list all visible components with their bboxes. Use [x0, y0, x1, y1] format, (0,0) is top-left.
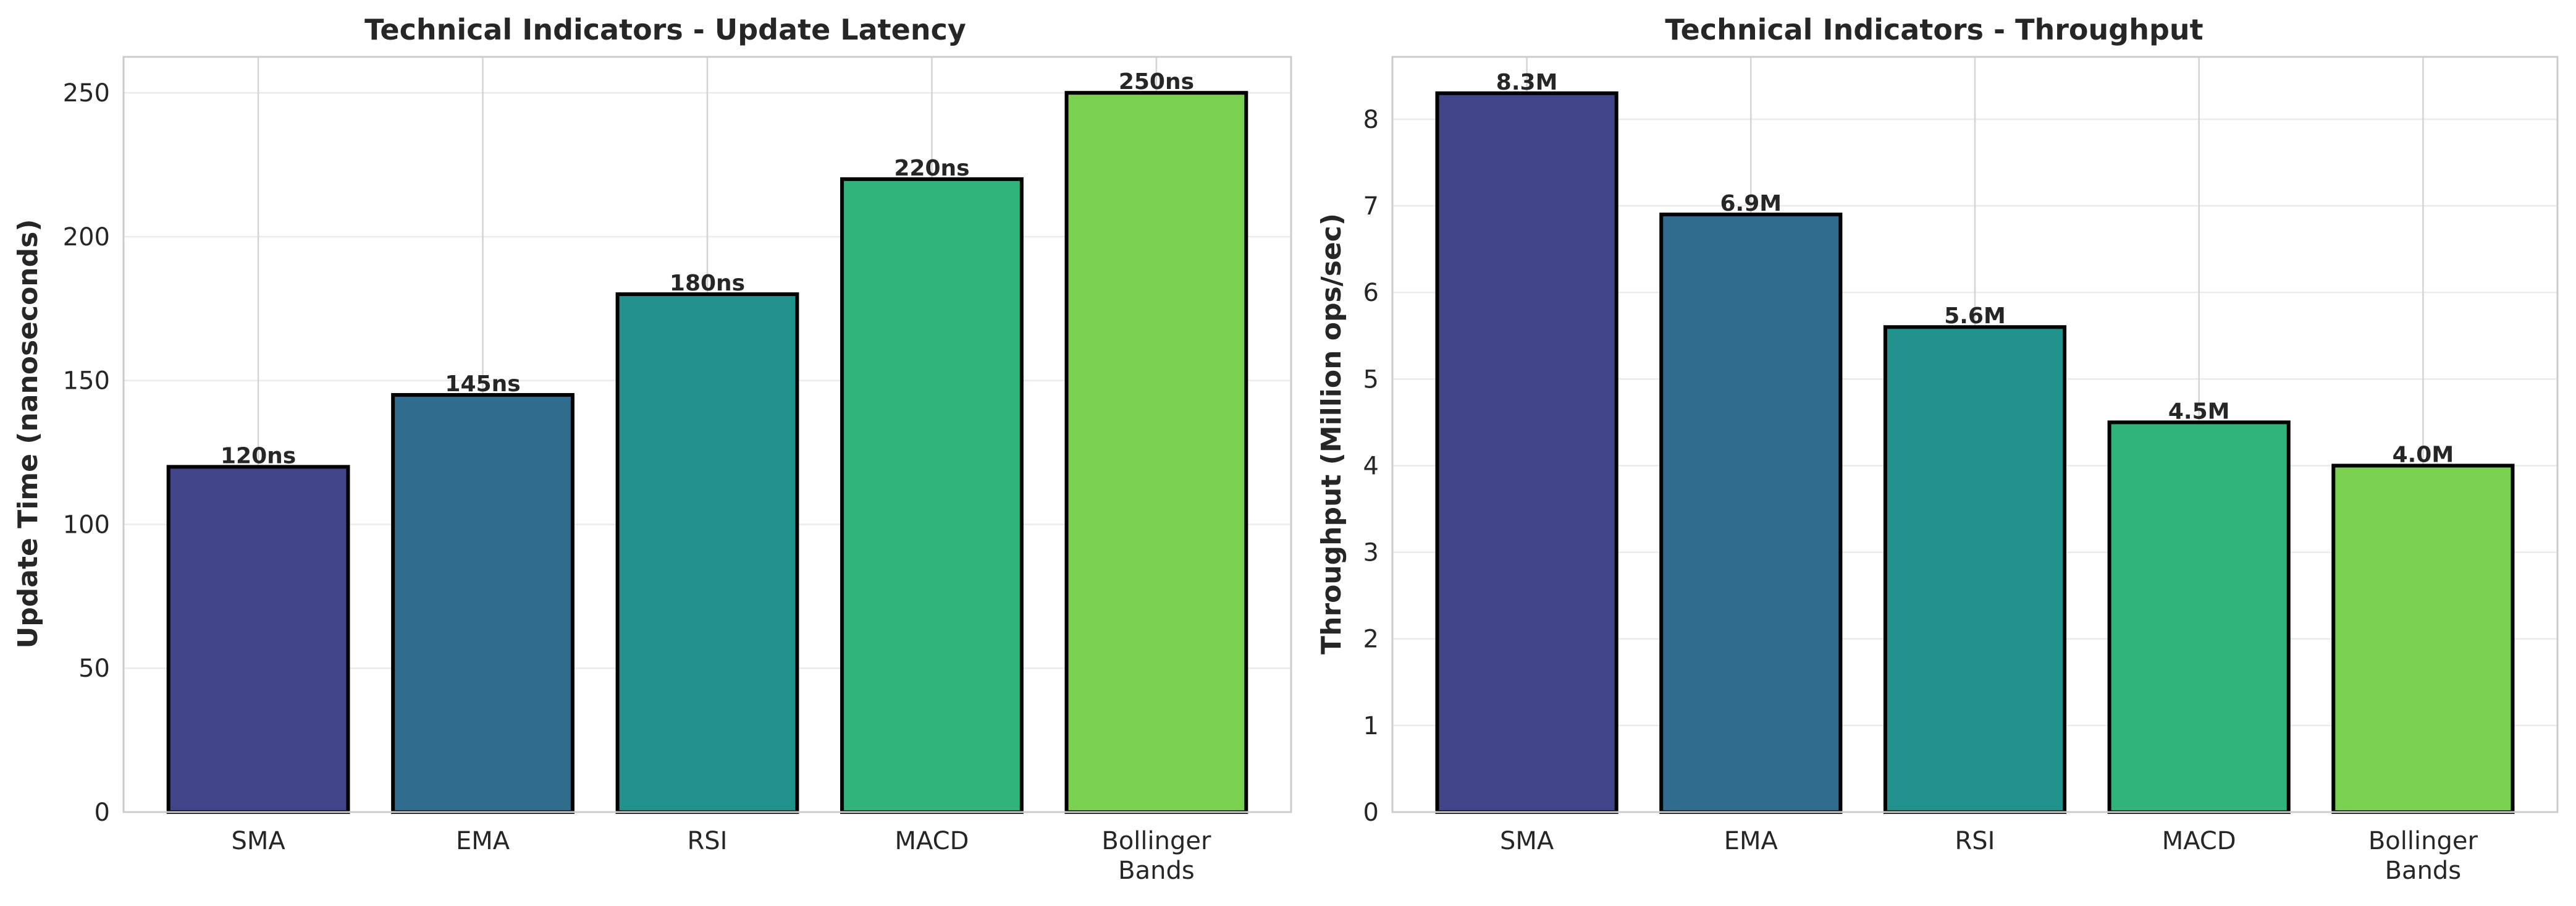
- latency-data-label: 145ns: [445, 371, 520, 397]
- chart-latency-bars: [166, 91, 1248, 815]
- throughput-y-tick-label: 8: [1363, 106, 1379, 134]
- latency-bar-ema: [391, 392, 575, 814]
- throughput-bar-bollinger-bands: [2331, 464, 2515, 814]
- throughput-bar-rsi: [1883, 325, 2067, 814]
- latency-y-tick-label: 50: [78, 654, 110, 683]
- throughput-x-tick-label: EMA: [1724, 827, 1778, 855]
- throughput-y-tick-label: 3: [1363, 539, 1379, 567]
- throughput-bar-macd: [2107, 420, 2291, 814]
- latency-bar-sma: [166, 465, 350, 814]
- chart-throughput-frame: [1391, 56, 2559, 813]
- latency-y-tick-label: 200: [63, 223, 110, 252]
- chart-throughput-data-labels: 8.3M 6.9M 5.6M 4.5M 4.0M: [1496, 70, 2454, 468]
- throughput-y-tick-label: 7: [1363, 192, 1379, 221]
- latency-x-tick-label: EMA: [456, 827, 510, 855]
- latency-y-tick-label: 150: [63, 367, 110, 396]
- chart-throughput: Technical Indicators - Throughput 8.3M 6.…: [1316, 13, 2559, 885]
- throughput-x-tick-label: SMA: [1500, 827, 1554, 855]
- throughput-data-label: 4.0M: [2393, 442, 2454, 467]
- chart-latency-y-axis-label: Update Time (nanoseconds): [12, 219, 44, 649]
- latency-y-tick-label: 0: [95, 798, 110, 827]
- chart-throughput-y-ticks: 0 1 2 3 4 5 6 7 8: [1363, 106, 1379, 827]
- throughput-y-tick-label: 6: [1363, 279, 1379, 307]
- chart-throughput-x-ticks: SMA EMA RSI MACD Bollinger Bands: [1500, 827, 2478, 885]
- throughput-y-tick-label: 0: [1363, 798, 1379, 827]
- chart-latency-title: Technical Indicators - Update Latency: [364, 13, 966, 46]
- latency-x-tick-label: Bollinger Bands: [1101, 827, 1211, 885]
- chart-latency-data-labels: 120ns 145ns 180ns 220ns 250ns: [221, 69, 1194, 468]
- latency-x-tick-label: RSI: [688, 827, 728, 855]
- chart-latency-y-ticks: 0 50 100 150 200 250: [63, 79, 110, 827]
- latency-data-label: 120ns: [221, 443, 296, 468]
- latency-data-label: 180ns: [670, 271, 745, 296]
- throughput-bar-ema: [1659, 213, 1843, 814]
- chart-latency-frame: [122, 56, 1292, 813]
- throughput-x-tick-label: RSI: [1955, 827, 1995, 855]
- throughput-data-label: 4.5M: [2168, 399, 2230, 424]
- throughput-y-tick-label: 2: [1363, 625, 1379, 654]
- latency-bar-macd: [840, 177, 1024, 814]
- latency-bar-rsi: [615, 292, 799, 814]
- chart-throughput-y-axis-label: Throughput (Million ops/sec): [1316, 213, 1347, 654]
- latency-data-label: 250ns: [1119, 69, 1194, 95]
- latency-y-tick-label: 100: [63, 510, 110, 539]
- latency-bar-bollinger-bands: [1064, 91, 1248, 815]
- throughput-x-tick-label: Bollinger Bands: [2368, 827, 2478, 885]
- throughput-bar-sma: [1435, 91, 1618, 815]
- throughput-data-label: 8.3M: [1496, 70, 1558, 95]
- chart-throughput-title: Technical Indicators - Throughput: [1665, 13, 2203, 46]
- chart-latency-x-ticks: SMA EMA RSI MACD Bollinger Bands: [231, 827, 1211, 885]
- latency-x-tick-label: SMA: [231, 827, 285, 855]
- latency-x-tick-label: MACD: [895, 827, 969, 855]
- chart-latency: Technical Indicators - Update Latency 12…: [12, 13, 1292, 885]
- latency-data-label: 220ns: [894, 156, 969, 181]
- throughput-x-tick-label: MACD: [2162, 827, 2236, 855]
- latency-y-tick-label: 250: [63, 79, 110, 108]
- throughput-y-tick-label: 4: [1363, 452, 1379, 480]
- throughput-y-tick-label: 5: [1363, 365, 1379, 394]
- throughput-y-tick-label: 1: [1363, 712, 1379, 740]
- throughput-data-label: 5.6M: [1944, 303, 2006, 329]
- throughput-data-label: 6.9M: [1720, 191, 1782, 216]
